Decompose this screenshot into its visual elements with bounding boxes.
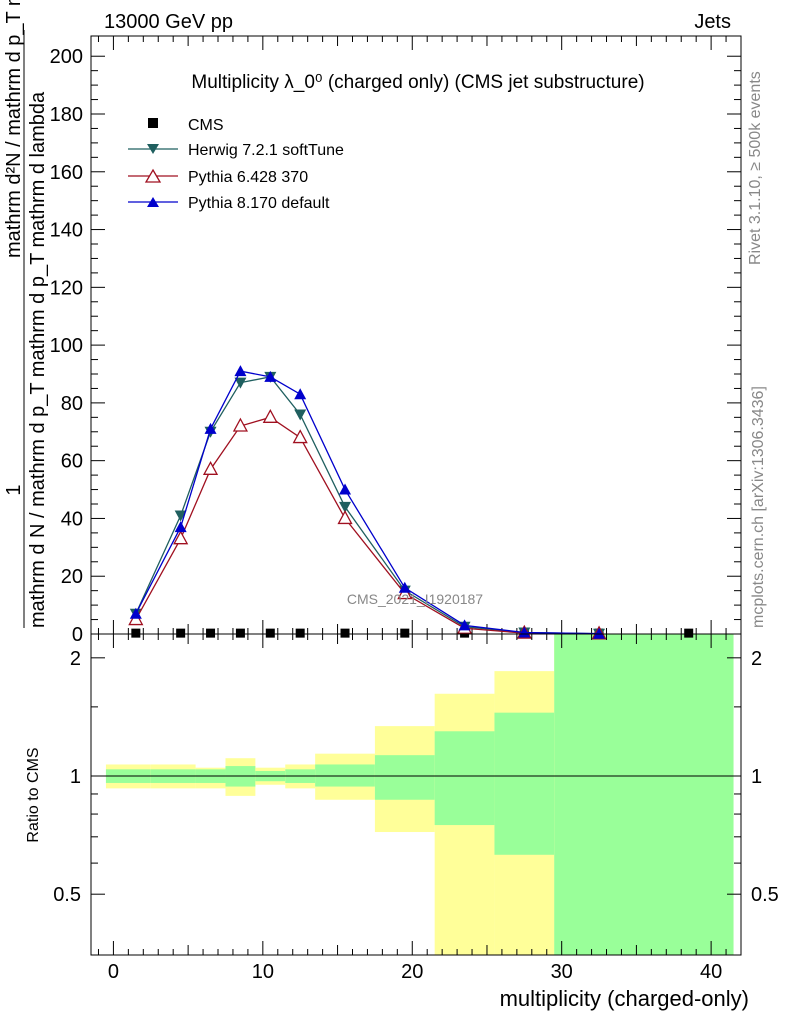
plot-title: Multiplicity λ_0⁰ (charged only) (CMS je… [191,72,644,93]
series-point-3-9 [518,626,531,638]
series-point-3-7 [398,581,411,593]
series-point-0-4 [265,628,275,638]
series-point-1-1 [174,510,187,522]
series-point-3-10 [593,627,606,639]
series-point-1-5 [294,409,307,421]
legend-entry-pythia8: Pythia 8.170 default [128,195,330,212]
x-tick-label-3: 30 [551,961,573,983]
y-tick-label-8: 160 [50,162,83,184]
header-right: Jets [694,11,731,33]
y-tick-label-0: 0 [72,624,83,646]
legend-entry-herwig: Herwig 7.2.1 softTune [128,142,344,159]
mcplots-label: mcplots.cern.ch [arXiv:1306.3436] [750,386,767,628]
series-point-0-7 [400,628,410,638]
ratio-tick-label-right-2: 2 [751,648,762,670]
ratio-band-inner-10 [554,634,734,955]
header-left: 13000 GeV pp [104,11,233,33]
ratio-frame [90,633,742,956]
x-tick-label-2: 20 [401,961,423,983]
main-plot: 0 20 40 60 80 100 120 140 160 180 200 [50,36,741,646]
series-point-0-5 [295,628,305,638]
rivet-label: Rivet 3.1.10, ≥ 500k events [747,71,764,265]
series-point-1-6 [339,501,352,513]
series-point-3-4 [264,370,277,382]
legend-label-pythia8: Pythia 8.170 default [188,195,330,212]
series-point-2-2 [202,460,219,475]
series-point-2-5 [292,429,308,444]
legend: CMS Herwig 7.2.1 softTune Pythia 6.428 3… [128,117,344,212]
series-point-0-6 [340,628,350,638]
ratio-band-inner-8 [434,731,495,826]
series-point-3-3 [234,365,247,377]
legend-label-pythia6: Pythia 6.428 370 [188,169,308,186]
y-tick-label-3: 60 [61,451,83,473]
y-tick-label-6: 120 [50,277,83,299]
y-tick-label-10: 200 [50,46,83,68]
ratio-tick-label-left-0: 0.5 [53,884,81,906]
series-point-2-6 [337,510,353,525]
y-tick-label-2: 40 [61,508,83,530]
series-point-2-4 [262,408,278,423]
legend-marker-pythia6 [144,168,162,183]
legend-marker-pythia8 [147,197,159,207]
series-point-2-1 [173,530,189,545]
ratio-plot: 0 10 20 30 40 0.5 0.5 1 1 2 2 [53,634,779,983]
ratio-tick-label-right-0: 0.5 [751,884,779,906]
series-point-3-5 [294,388,307,400]
series-point-3-6 [339,483,352,495]
ratio-band-inner-9 [494,712,555,855]
legend-marker-herwig [147,144,159,154]
series-point-0-2 [206,628,216,638]
x-tick-label-0: 0 [108,961,119,983]
series-point-3-2 [204,422,217,434]
ratio-tick-label-left-2: 2 [70,648,81,670]
y-tick-label-5: 100 [50,335,83,357]
y-axis-label-one: 1 [3,484,25,495]
series-point-0-1 [176,628,186,638]
series-point-0-11 [684,628,694,638]
ratio-band-inner-7 [374,755,435,800]
y-tick-label-7: 140 [50,220,83,242]
series-point-0-3 [235,628,245,638]
ratio-bands [105,634,734,955]
series-point-3-8 [458,619,471,631]
y-axis-label-bottom: mathrm d N / mathrm d p_T mathrm d p_T m… [27,91,49,628]
ratio-tick-label-right-1: 1 [751,766,762,788]
y-tick-label-9: 180 [50,104,83,126]
x-tick-label-4: 40 [700,961,722,983]
y-tick-label-1: 20 [61,566,83,588]
y-tick-label-4: 80 [61,393,83,415]
legend-marker-cms [148,118,158,128]
legend-entry-pythia6: Pythia 6.428 370 [128,168,308,186]
series-point-3-1 [174,521,187,533]
ratio-tick-label-left-1: 1 [70,766,81,788]
x-axis-label: multiplicity (charged-only) [500,986,749,1011]
series-point-1-3 [234,377,247,389]
watermark: CMS_2021_I1920187 [347,591,483,607]
ratio-y-label: Ratio to CMS [25,747,42,842]
y-axis-label-top: mathrm d²N / mathrm d p_T mathrm d lambd… [3,0,25,258]
x-tick-label-1: 10 [252,961,274,983]
legend-entry-cms: CMS [148,117,224,134]
legend-label-herwig: Herwig 7.2.1 softTune [188,142,344,159]
series-3 [129,365,606,639]
series-point-2-3 [232,417,249,432]
series-point-3-0 [129,607,142,619]
legend-label-cms: CMS [188,117,224,134]
series-point-0-0 [131,628,141,638]
